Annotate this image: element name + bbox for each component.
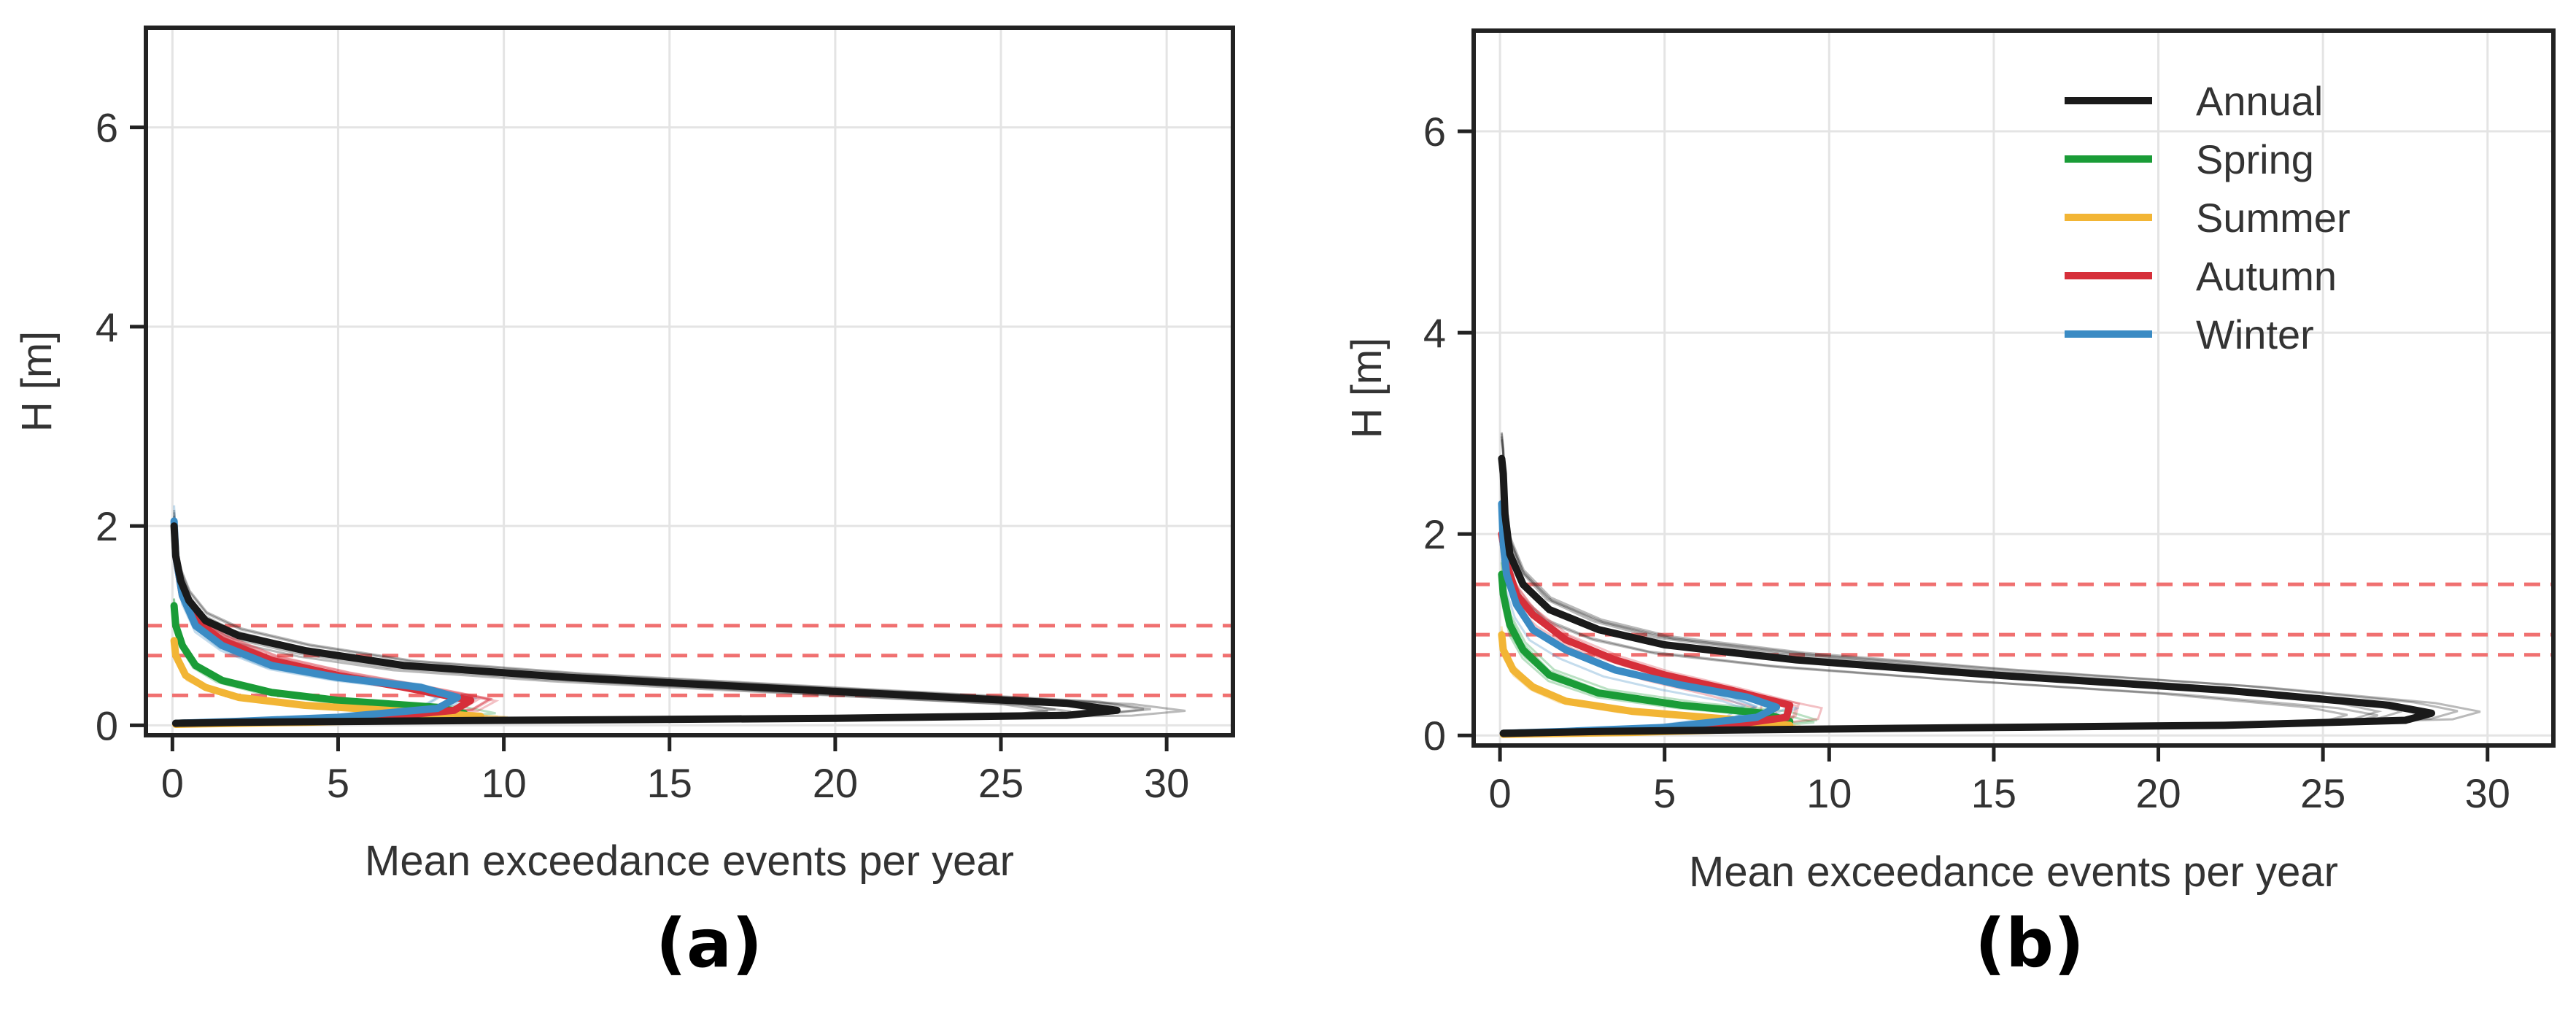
- x-gridlines: [1498, 31, 2489, 745]
- y-tick-labels: 0 2 4 6: [1423, 109, 1446, 759]
- chart-panel-b: 0 5 10 15 20 25 30 0 2 4 6 Annual Spring Summer Autu…: [1343, 28, 2556, 983]
- legend-label-winter: Winter: [2196, 311, 2314, 357]
- legend-label-summer: Summer: [2196, 195, 2351, 241]
- plot-frame: [1471, 28, 2556, 748]
- y-tick-label: 2: [1423, 511, 1446, 557]
- x-tick-label: 25: [978, 760, 1024, 806]
- x-tick-label: 10: [1806, 770, 1852, 816]
- y-tick-label: 6: [96, 105, 118, 151]
- legend: Annual Spring Summer Autumn Winter: [2065, 78, 2351, 357]
- x-axis-label: Mean exceedance events per year: [365, 837, 1014, 885]
- x-tick-labels: 0 5 10 15 20 25 30: [1489, 770, 2510, 816]
- x-gridlines: [171, 28, 1168, 735]
- y-tick-label: 4: [96, 304, 118, 350]
- legend-label-spring: Spring: [2196, 136, 2314, 182]
- y-tick-marks: [130, 125, 146, 727]
- y-tick-marks: [1458, 129, 1474, 737]
- x-tick-label: 20: [2135, 770, 2181, 816]
- series-lines: [170, 517, 1121, 728]
- ensemble-trace: [173, 509, 1151, 724]
- y-tick-label: 0: [1423, 713, 1446, 759]
- x-tick-label: 30: [1144, 760, 1189, 806]
- series-line-annual: [1498, 454, 2435, 737]
- x-tick-label: 30: [2465, 770, 2510, 816]
- y-axis-label: H [m]: [1343, 338, 1391, 439]
- x-tick-label: 15: [647, 760, 692, 806]
- y-tick-label: 0: [96, 702, 118, 748]
- x-tick-label: 10: [481, 760, 526, 806]
- x-tick-label: 20: [813, 760, 858, 806]
- threshold-lines: [1474, 582, 2553, 657]
- y-tick-labels: 0 2 4 6: [96, 105, 118, 749]
- series-line-annual: [170, 522, 1121, 727]
- series-lines: [1498, 454, 2435, 738]
- x-tick-label: 15: [1971, 770, 2016, 816]
- series-line-winter: [1498, 500, 1781, 737]
- y-axis-label: H [m]: [13, 331, 61, 433]
- x-tick-label: 0: [161, 760, 184, 806]
- x-tick-labels: 0 5 10 15 20 25 30: [161, 760, 1190, 806]
- ensemble-traces: [172, 505, 1186, 726]
- x-tick-label: 25: [2300, 770, 2345, 816]
- ensemble-trace: [1501, 439, 2481, 735]
- ensemble-trace: [173, 512, 1145, 724]
- legend-label-annual: Annual: [2196, 78, 2323, 124]
- x-tick-label: 5: [327, 760, 349, 806]
- x-axis-label: Mean exceedance events per year: [1689, 848, 2338, 896]
- panel-label-a: (a): [656, 904, 762, 983]
- y-tick-label: 6: [1423, 109, 1446, 155]
- y-tick-label: 2: [96, 503, 118, 549]
- y-tick-label: 4: [1423, 310, 1446, 356]
- y-gridlines: [146, 126, 1233, 727]
- x-tick-label: 5: [1653, 770, 1676, 816]
- chart-panel-a: 0 5 10 15 20 25 30 0 2 4 6 Mean exceedance events…: [13, 26, 1235, 983]
- x-tick-label: 0: [1489, 770, 1512, 816]
- y-gridlines: [1474, 130, 2553, 737]
- x-tick-marks: [1498, 745, 2490, 762]
- ensemble-traces: [1500, 432, 2481, 736]
- series-line-winter: [170, 517, 461, 727]
- threshold-lines: [146, 624, 1233, 697]
- plot-frame: [144, 26, 1235, 737]
- legend-label-autumn: Autumn: [2196, 253, 2337, 299]
- panel-label-b: (b): [1975, 904, 2084, 983]
- x-tick-marks: [170, 735, 1169, 751]
